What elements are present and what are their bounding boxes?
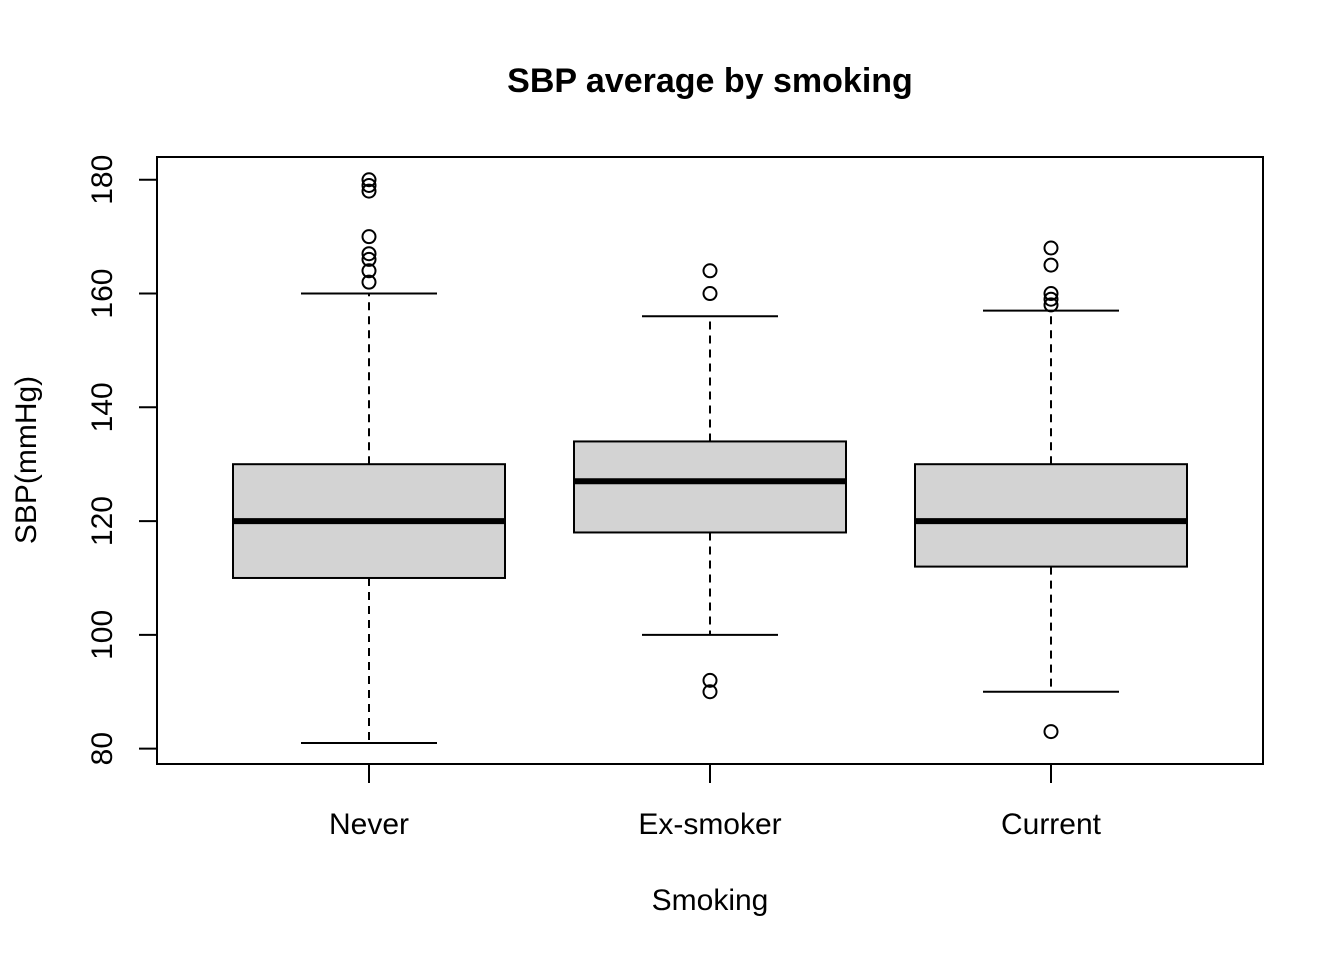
x-tick-label: Ex-smoker: [638, 808, 781, 841]
x-axis-label: Smoking: [652, 884, 769, 917]
y-axis-label: SBP(mmHg): [10, 376, 43, 544]
box-group: [914, 240, 1188, 740]
outlier-point: [1043, 291, 1059, 307]
outlier-point: [702, 684, 718, 700]
y-tick-label: 140: [86, 382, 119, 432]
outlier-point: [702, 672, 718, 688]
y-tick-label: 180: [86, 155, 119, 205]
outlier-point: [361, 274, 377, 290]
box-group: [232, 172, 506, 744]
iqr-box: [914, 463, 1188, 568]
boxes-group: [232, 172, 1188, 744]
outlier-point: [702, 286, 718, 302]
iqr-box: [573, 440, 847, 534]
outlier-point: [1043, 724, 1059, 740]
x-tick-label: Never: [329, 808, 409, 841]
y-tick-label: 120: [86, 496, 119, 546]
outlier-point: [1043, 257, 1059, 273]
outlier-point: [1043, 286, 1059, 302]
outlier-point: [361, 246, 377, 262]
y-axis: 80 100 120 140 160 180: [86, 155, 158, 765]
y-tick-label: 80: [86, 732, 119, 765]
x-tick-label: Current: [1001, 808, 1102, 841]
outlier-point: [361, 251, 377, 267]
outlier-point: [361, 229, 377, 245]
box-group: [573, 263, 847, 700]
outlier-point: [361, 177, 377, 193]
outlier-point: [1043, 240, 1059, 256]
chart-title: SBP average by smoking: [507, 62, 913, 100]
y-tick-label: 100: [86, 610, 119, 660]
outlier-point: [361, 183, 377, 199]
outlier-point: [1043, 297, 1059, 313]
outlier-point: [702, 263, 718, 279]
outlier-point: [361, 172, 377, 188]
outlier-point: [361, 263, 377, 279]
x-axis: Never Ex-smoker Current: [329, 764, 1102, 841]
y-tick-label: 160: [86, 269, 119, 319]
